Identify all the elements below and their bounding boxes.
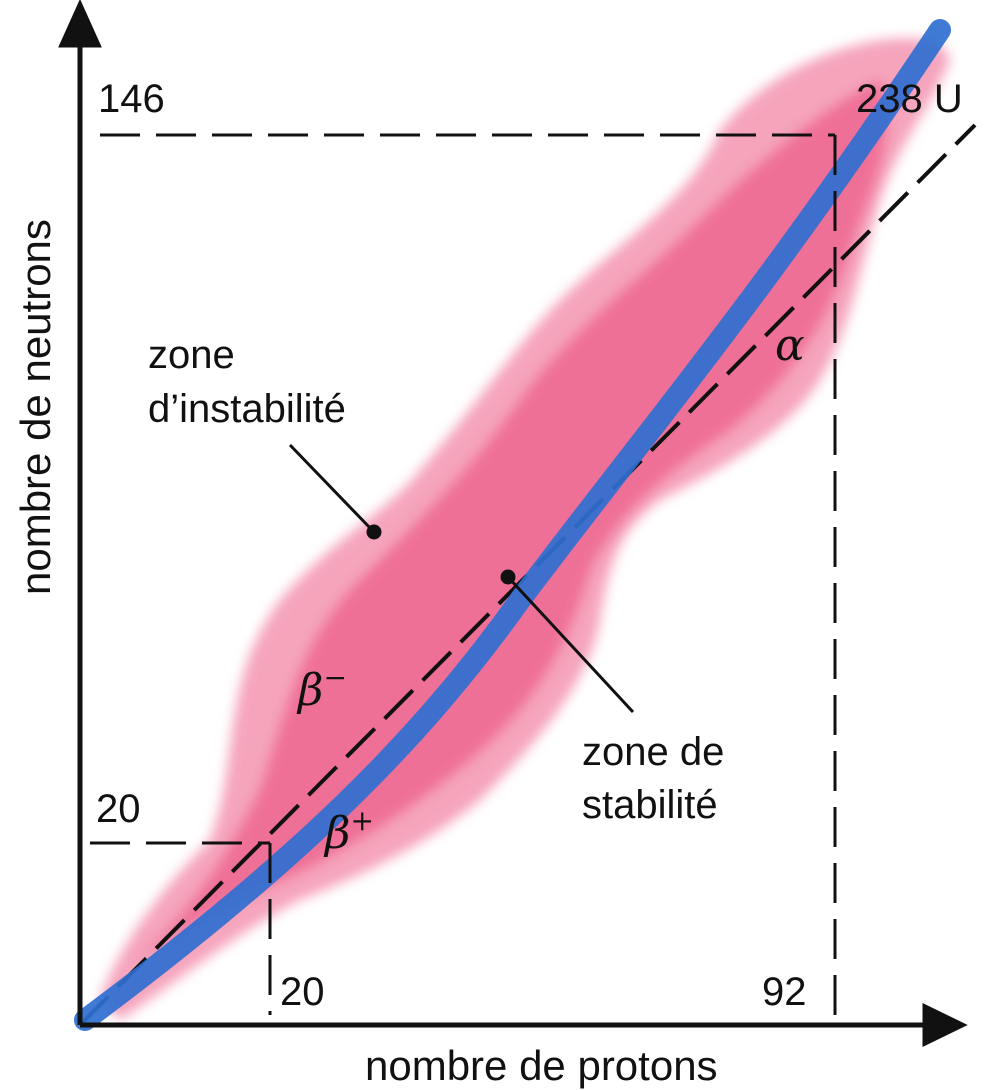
stability-label-line2: stabilité xyxy=(582,783,718,827)
stability-label-line1: zone de xyxy=(582,730,724,774)
y-axis-arrow-icon xyxy=(58,0,102,48)
instability-pointer-line xyxy=(288,443,374,532)
y-axis-title: nombre de neutrons xyxy=(12,219,59,595)
pointers xyxy=(288,443,635,714)
instability-zone-core xyxy=(140,80,887,960)
instability-pointer-dot xyxy=(366,524,382,540)
x-tick-92: 92 xyxy=(762,970,807,1014)
x-tick-20: 20 xyxy=(280,970,325,1014)
instability-label-line2: d’instabilité xyxy=(148,387,346,431)
alpha-label: α xyxy=(775,320,805,371)
beta-plus-symbol: β xyxy=(323,808,350,859)
guide-lines xyxy=(90,133,837,1015)
beta-plus-sign: + xyxy=(350,804,373,837)
stability-pointer-dot xyxy=(500,569,516,585)
beta-plus-label: β+ xyxy=(323,804,374,859)
beta-minus-label: β− xyxy=(296,661,347,716)
y-tick-20: 20 xyxy=(96,787,141,831)
instability-zone xyxy=(100,38,950,1021)
x-axis-arrow-icon xyxy=(922,1003,968,1047)
axes xyxy=(58,0,968,1047)
beta-minus-sign: − xyxy=(323,661,346,694)
stability-pointer-line xyxy=(506,575,635,714)
x-axis-title: nombre de protons xyxy=(365,1042,718,1089)
uranium-label: 238 U xyxy=(856,77,963,121)
y-tick-146: 146 xyxy=(98,77,165,121)
beta-minus-symbol: β xyxy=(296,665,323,716)
n-equals-z-line xyxy=(78,123,977,1027)
instability-label-line1: zone xyxy=(148,333,235,377)
